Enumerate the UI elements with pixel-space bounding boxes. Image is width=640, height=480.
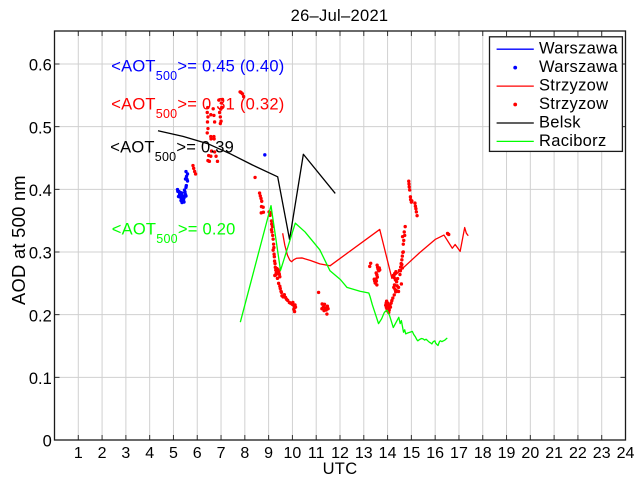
svg-text:0.2: 0.2	[29, 307, 52, 325]
svg-text:5: 5	[169, 445, 178, 462]
svg-text:6: 6	[193, 445, 202, 462]
svg-text:26–Jul–2021: 26–Jul–2021	[291, 7, 389, 25]
svg-text:18: 18	[474, 445, 492, 462]
svg-text:13: 13	[355, 445, 373, 462]
svg-text:Warszawa: Warszawa	[539, 58, 618, 76]
svg-text:1: 1	[74, 445, 83, 462]
svg-text:16: 16	[426, 445, 444, 462]
svg-text:12: 12	[331, 445, 349, 462]
svg-text:11: 11	[308, 445, 325, 462]
svg-text:15: 15	[402, 445, 420, 462]
svg-text:19: 19	[498, 445, 516, 462]
svg-text:Warszawa: Warszawa	[539, 40, 618, 58]
svg-text:Strzyzow: Strzyzow	[539, 77, 608, 95]
svg-text:0.1: 0.1	[29, 370, 52, 388]
svg-text:3: 3	[121, 445, 130, 462]
svg-text:10: 10	[284, 445, 302, 462]
svg-text:UTC: UTC	[323, 460, 358, 478]
svg-text:17: 17	[450, 445, 468, 462]
svg-text:Strzyzow: Strzyzow	[539, 95, 608, 113]
svg-text:20: 20	[521, 445, 539, 462]
svg-text:2: 2	[98, 445, 107, 462]
svg-text:8: 8	[240, 445, 249, 462]
svg-text:Raciborz: Raciborz	[539, 132, 607, 150]
svg-text:Belsk: Belsk	[539, 113, 581, 131]
svg-text:24: 24	[617, 445, 635, 462]
svg-text:<AOT500>= 0.39: <AOT500>= 0.39	[110, 138, 234, 164]
svg-text:21: 21	[545, 445, 563, 462]
svg-text:23: 23	[593, 445, 611, 462]
svg-text:7: 7	[217, 445, 226, 462]
svg-text:AOD at 500 nm: AOD at 500 nm	[8, 175, 29, 305]
svg-text:9: 9	[264, 445, 273, 462]
svg-text:0: 0	[43, 433, 52, 451]
svg-text:0.4: 0.4	[29, 182, 52, 200]
svg-text:0.6: 0.6	[29, 57, 52, 75]
svg-text:0.5: 0.5	[29, 119, 52, 137]
svg-text:0.3: 0.3	[29, 245, 52, 263]
svg-text:22: 22	[569, 445, 587, 462]
svg-text:14: 14	[379, 445, 397, 462]
svg-text:4: 4	[145, 445, 154, 462]
